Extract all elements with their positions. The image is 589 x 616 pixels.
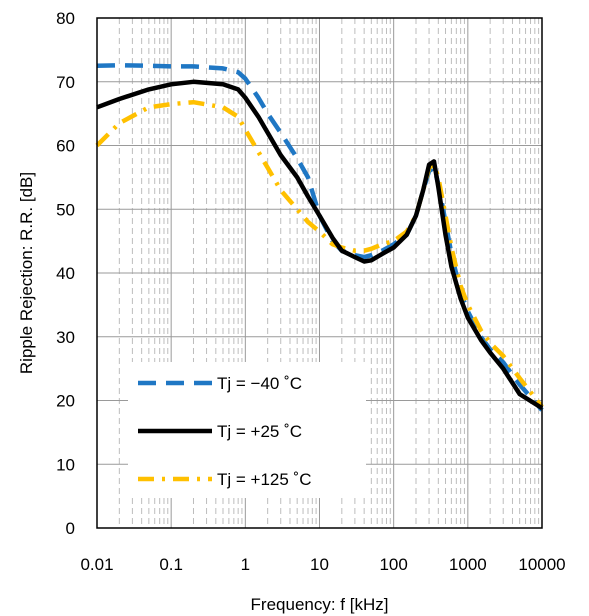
x-tick-labels: 0.01 0.1 1 10 100 1000 10000	[80, 555, 565, 574]
x-tick-label: 10	[310, 555, 329, 574]
legend-label-0: Tj = −40 ˚C	[217, 374, 302, 393]
y-tick-label: 20	[56, 392, 75, 411]
y-tick-label: 0	[66, 519, 75, 538]
y-tick-label: 10	[56, 455, 75, 474]
y-tick-label: 80	[56, 9, 75, 28]
legend-label-1: Tj = +25 ˚C	[217, 422, 302, 441]
legend: Tj = −40 ˚C Tj = +25 ˚C Tj = +125 ˚C	[128, 362, 366, 498]
y-tick-label: 60	[56, 137, 75, 156]
series-line-2	[95, 99, 544, 409]
y-tick-label: 50	[56, 200, 75, 219]
x-tick-label: 0.1	[159, 555, 183, 574]
x-tick-label: 10000	[518, 555, 565, 574]
x-tick-label: 1	[241, 555, 250, 574]
series-line-1	[96, 79, 544, 411]
x-axis-label: Frequency: f [kHz]	[251, 595, 389, 614]
y-tick-label: 30	[56, 328, 75, 347]
plot-frame	[96, 17, 543, 529]
y-tick-labels: 0 10 20 30 40 50 60 70 80	[56, 9, 75, 538]
series-lines	[95, 62, 544, 412]
x-tick-label: 0.01	[80, 555, 113, 574]
legend-label-2: Tj = +125 ˚C	[217, 470, 312, 489]
x-tick-label: 100	[379, 555, 407, 574]
y-tick-label: 40	[56, 264, 75, 283]
y-axis-label: Ripple Rejection: R.R. [dB]	[17, 172, 36, 374]
x-tick-label: 1000	[449, 555, 487, 574]
y-tick-label: 70	[56, 73, 75, 92]
